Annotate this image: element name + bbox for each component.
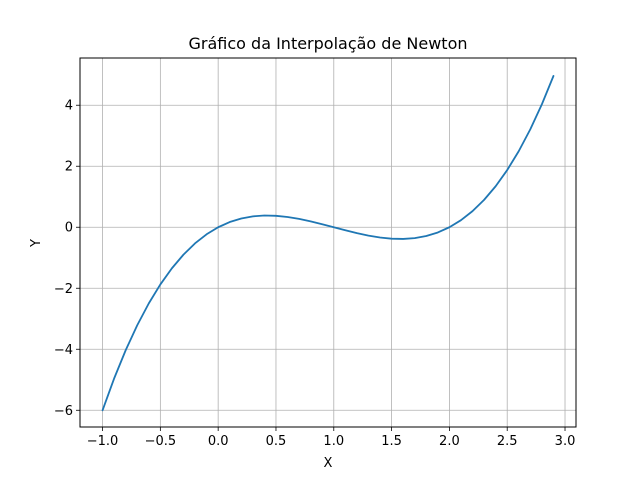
grid — [80, 58, 576, 427]
y-tick-label: −4 — [54, 343, 73, 358]
y-tick-label: −6 — [54, 404, 73, 419]
y-axis-label: Y — [29, 239, 44, 248]
x-tick-label: 2.5 — [497, 434, 518, 449]
x-tick-label: 1.5 — [381, 434, 402, 449]
x-tick-label: −1.0 — [87, 434, 119, 449]
y-tick-label: −2 — [54, 282, 73, 297]
x-tick-label: 0.0 — [208, 434, 229, 449]
x-tick-label: 1.0 — [323, 434, 344, 449]
x-tick-label: 3.0 — [555, 434, 576, 449]
x-axis-label: X — [324, 456, 333, 471]
chart-title: Gráfico da Interpolação de Newton — [189, 34, 468, 53]
plot-lines — [101, 75, 555, 412]
series-line — [101, 75, 555, 412]
ticks: −1.0 −0.5 0.0 0.5 1.0 1.5 2.0 2.5 3.0 −6 −4 −2 0 2 4 — [54, 99, 576, 449]
y-tick-label: 4 — [65, 99, 73, 114]
x-tick-label: −0.5 — [145, 434, 177, 449]
y-tick-label: 0 — [65, 221, 73, 236]
x-tick-label: 0.5 — [266, 434, 287, 449]
x-tick-label: 2.0 — [439, 434, 460, 449]
y-tick-label: 2 — [65, 160, 73, 175]
plot-frame — [79, 57, 577, 428]
